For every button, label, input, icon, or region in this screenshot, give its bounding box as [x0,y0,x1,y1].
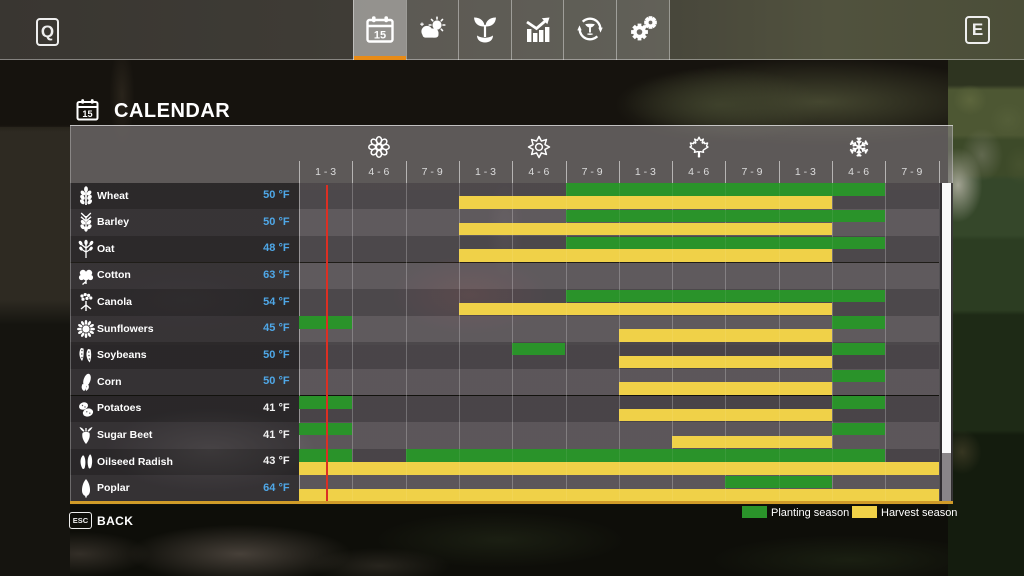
svg-text:15: 15 [374,30,386,42]
svg-text:15: 15 [82,109,92,119]
